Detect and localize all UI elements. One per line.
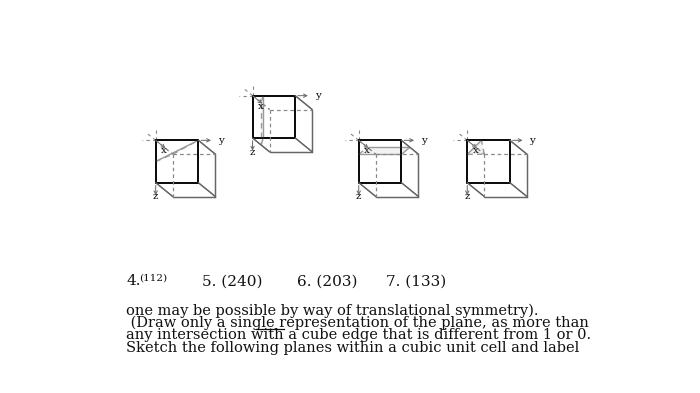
Polygon shape [261, 95, 263, 145]
Polygon shape [358, 147, 410, 154]
Text: 7. (133): 7. (133) [386, 274, 446, 288]
Text: z: z [250, 147, 255, 156]
Text: (Draw only a single representation of the plane, as more than: (Draw only a single representation of th… [126, 316, 589, 330]
Text: Sketch the following planes within a cubic unit cell and label: Sketch the following planes within a cub… [126, 340, 580, 354]
Text: 4.: 4. [126, 274, 141, 288]
Text: y: y [421, 136, 426, 145]
Polygon shape [155, 140, 198, 162]
Polygon shape [468, 140, 484, 154]
Text: z: z [465, 192, 470, 201]
Text: z: z [356, 192, 361, 201]
Text: x: x [473, 146, 478, 155]
Text: (112): (112) [139, 274, 167, 283]
Text: 5. (240): 5. (240) [202, 274, 262, 288]
Text: x: x [364, 146, 370, 155]
Text: x: x [161, 146, 167, 155]
Text: y: y [218, 136, 223, 145]
Text: y: y [529, 136, 535, 145]
Text: z: z [153, 192, 158, 201]
Text: one may be possible by way of translational symmetry).: one may be possible by way of translatio… [126, 303, 539, 318]
Text: y: y [314, 91, 321, 100]
Text: 6. (203): 6. (203) [297, 274, 357, 288]
Text: any intersection with a cube edge that is different from 1 or 0.: any intersection with a cube edge that i… [126, 328, 592, 342]
Text: x: x [258, 101, 264, 110]
